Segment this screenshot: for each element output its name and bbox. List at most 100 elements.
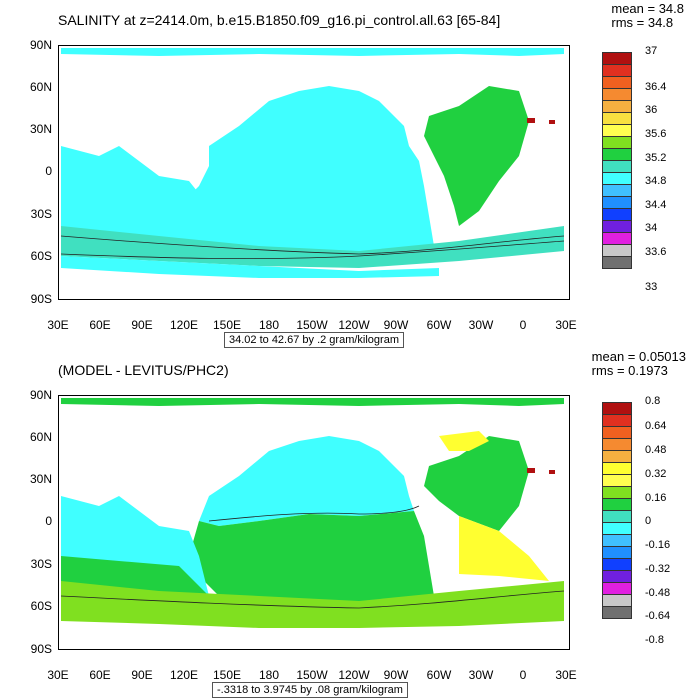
colorbar-label: -0.16	[645, 539, 671, 551]
lon-label: 120E	[169, 318, 199, 332]
lat-label: 0	[45, 514, 52, 528]
north-atlantic	[424, 436, 529, 531]
colorbar-swatch	[602, 606, 632, 619]
lon-label: 0	[519, 318, 527, 332]
lon-label: 90E	[131, 668, 153, 682]
pacific-ocean	[179, 86, 434, 261]
arctic-ocean	[61, 48, 564, 56]
lat-label: 90S	[30, 642, 52, 656]
lon-label: 120W	[338, 318, 370, 332]
lon-label: 150W	[296, 668, 328, 682]
rms-value: rms = 0.1973	[591, 363, 668, 378]
lon-label: 60W	[426, 668, 452, 682]
lon-label: 30E	[47, 318, 69, 332]
lat-label: 60S	[30, 249, 52, 263]
lon-label: 120W	[338, 668, 370, 682]
lon-label: 90E	[131, 318, 153, 332]
lat-label: 0	[45, 164, 52, 178]
lon-label: 120E	[169, 668, 199, 682]
colorbar-label: 34	[645, 222, 658, 234]
colorbar-label: -0.48	[645, 587, 671, 599]
colorbar-label: 0.48	[645, 444, 667, 456]
colorbar-label: 36	[645, 104, 658, 116]
stats-block: mean = 0.05013 rms = 0.1973	[592, 350, 686, 378]
colorbar-label: -0.32	[645, 563, 671, 575]
southern-ocean-south	[61, 256, 439, 278]
lon-label: 90W	[383, 668, 409, 682]
lat-label: 60S	[30, 599, 52, 613]
south-pacific	[189, 511, 434, 611]
southern-ocean	[61, 581, 564, 628]
lon-label: 30W	[468, 318, 494, 332]
lon-label: 90W	[383, 318, 409, 332]
mean-value: mean = 34.8	[611, 1, 684, 16]
contour-info-box: -.3318 to 3.9745 by .08 gram/kilogram	[212, 682, 408, 698]
colorbar	[602, 402, 632, 619]
lon-label: 180	[258, 668, 280, 682]
lon-label: 0	[519, 668, 527, 682]
colorbar-label: 0.16	[645, 492, 667, 504]
colorbar-label: 0.32	[645, 468, 667, 480]
contour-info-box: 34.02 to 42.67 by .2 gram/kilogram	[224, 332, 404, 348]
atlantic-ocean	[424, 86, 529, 226]
difference-panel: (MODEL - LEVITUS/PHC2) mean = 0.05013 rm…	[0, 350, 700, 700]
colorbar-label: 33.6	[645, 246, 667, 258]
arctic-ocean	[61, 398, 564, 406]
lat-label: 60N	[29, 430, 52, 444]
southern-ocean	[61, 226, 564, 268]
rms-value: rms = 34.8	[611, 15, 674, 30]
lat-label: 90N	[29, 388, 52, 402]
colorbar-label: 0	[645, 515, 652, 527]
colorbar-label: 36.4	[645, 81, 667, 93]
salinity-map	[58, 45, 570, 300]
indian-ocean	[61, 146, 219, 251]
lon-label: 150E	[212, 668, 242, 682]
lat-label: 90N	[29, 38, 52, 52]
contour-line	[60, 240, 565, 260]
salinity-map-svg	[60, 48, 565, 278]
contour-line	[208, 505, 420, 522]
colorbar-label: 35.6	[645, 128, 667, 140]
lon-label: 60W	[426, 318, 452, 332]
atlantic-yellow	[439, 431, 489, 451]
colorbar-label: 37	[645, 45, 658, 57]
stats-block: mean = 34.8 rms = 34.8	[611, 2, 684, 30]
lon-label: 30E	[555, 668, 577, 682]
lon-label: 60E	[89, 668, 111, 682]
lat-label: 30N	[29, 122, 52, 136]
colorbar-swatch	[602, 256, 632, 269]
difference-map-svg	[60, 398, 565, 628]
lon-label: 180	[258, 318, 280, 332]
salinity-panel: SALINITY at z=2414.0m, b.e15.B1850.f09_g…	[29, 2, 684, 348]
lon-label: 30E	[555, 318, 577, 332]
panel-title: (MODEL - LEVITUS/PHC2)	[58, 362, 229, 378]
high-salinity-blob	[549, 120, 555, 124]
colorbar-label: 0.8	[645, 395, 661, 407]
mean-value: mean = 0.05013	[591, 349, 686, 364]
lon-label: 30W	[468, 668, 494, 682]
lat-label: 90S	[30, 292, 52, 306]
north-pacific	[199, 436, 414, 526]
lon-label: 150E	[212, 318, 242, 332]
colorbar-label: 34.8	[645, 175, 667, 187]
colorbar	[602, 52, 632, 269]
colorbar-label: 33	[645, 281, 658, 293]
colorbar-label: 34.4	[645, 199, 667, 211]
panel-title: SALINITY at z=2414.0m, b.e15.B1850.f09_g…	[58, 12, 501, 28]
lat-label: 30N	[29, 472, 52, 486]
lat-label: 60N	[29, 80, 52, 94]
colorbar-label: -0.64	[645, 610, 671, 622]
high-anomaly-blob	[549, 470, 555, 474]
colorbar-label: 35.2	[645, 152, 667, 164]
lon-label: 150W	[296, 318, 328, 332]
contour-line	[60, 235, 565, 255]
lon-label: 30E	[47, 668, 69, 682]
lat-label: 30S	[30, 557, 52, 571]
atlantic-yellow	[459, 516, 549, 581]
lon-label: 60E	[89, 318, 111, 332]
colorbar-label: -0.8	[645, 634, 664, 646]
difference-map	[58, 395, 570, 650]
high-salinity-blob	[527, 118, 535, 123]
high-anomaly-blob	[527, 468, 535, 473]
colorbar-label: 0.64	[645, 420, 667, 432]
